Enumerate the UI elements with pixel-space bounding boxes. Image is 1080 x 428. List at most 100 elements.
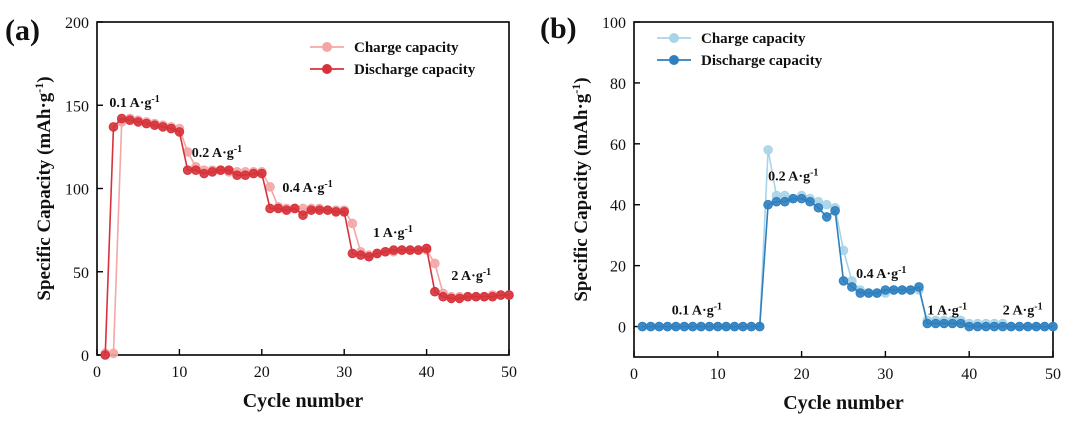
data-point-discharge [1014,321,1025,332]
x-tick-label: 0 [630,366,638,383]
data-point-discharge [322,205,333,215]
data-point-discharge [149,120,160,131]
data-point-discharge [805,196,815,207]
data-point-discharge [947,318,958,329]
legend-marker [322,42,332,52]
y-tick-label: 60 [610,137,626,154]
data-point-discharge [224,165,234,175]
data-point-discharge [108,122,119,132]
data-point-discharge [273,203,284,214]
x-axis-label: Cycle number [783,392,904,414]
data-point-discharge [388,245,399,255]
data-point-discharge [240,170,251,180]
rate-annotation-main: 0.2 A·g [192,146,234,161]
data-point-discharge [347,248,358,259]
data-point-discharge [1006,321,1016,332]
y-tick-label: 20 [610,259,626,276]
x-tick-label: 40 [961,366,977,383]
panel-a: (a) 0 10 20 30 40 50 0 50 100 150 200 Cycle number Sp… [5,14,517,412]
data-point-discharge [897,285,907,295]
data-point-discharge [191,165,201,175]
rate-annotation-main: 0.4 A·g [856,267,898,282]
data-point-discharge [729,321,740,332]
data-point-discharge [888,285,899,295]
data-point-discharge [158,122,168,132]
data-point-discharge [637,321,648,332]
data-point-discharge [116,113,127,124]
y-axis-label: Specific Capacity (mAh·g-1) [32,76,55,300]
data-point-discharge [1031,321,1042,332]
data-point-discharge [141,118,152,129]
y-axis-label-main: Specific Capacity (mAh·g [571,93,592,301]
rate-annotation: 1 A·g-1 [373,223,413,241]
rate-annotation-main: 1 A·g [927,303,959,318]
series-line-charge [642,149,1053,328]
data-point-discharge [174,127,185,137]
rate-annotation: 0.4 A·g-1 [282,178,332,196]
data-point-discharge [738,321,748,332]
rate-annotation: 0.1 A·g-1 [109,93,159,111]
data-point-discharge [248,168,259,179]
y-axis-label-tail: ) [571,77,592,83]
data-point-discharge [679,321,690,332]
data-point-discharge [372,248,382,259]
data-point-discharge [754,321,765,332]
x-axis-label: Cycle number [243,390,364,412]
y-tick-label: 50 [73,265,89,282]
data-point-discharge [939,318,949,329]
data-point-discharge [331,207,341,217]
data-point-discharge [914,282,924,292]
data-point-discharge [1048,321,1058,332]
data-point-discharge [972,321,983,332]
legend-label: Charge capacity [354,40,459,56]
data-point-discharge [713,321,723,332]
data-point-charge [763,145,773,155]
data-point-discharge [421,243,432,254]
data-point-discharge [830,206,840,216]
y-tick-label: 40 [610,198,626,215]
legend-marker [322,64,332,74]
data-point-discharge [289,203,300,214]
data-point-discharge [981,321,991,332]
x-tick-label: 0 [93,364,101,381]
data-point-discharge [654,321,664,332]
data-point-discharge [125,115,135,126]
data-point-discharge [281,205,292,215]
data-point-discharge [763,199,773,210]
data-point-discharge [964,321,975,332]
rate-annotation: 0.2 A·g-1 [192,143,242,161]
data-point-discharge [788,193,799,204]
data-point-discharge [446,293,457,304]
data-point-discharge [479,291,490,302]
data-point-discharge [265,203,275,214]
rate-annotation-sup: -1 [483,267,491,278]
data-point-discharge [166,123,176,134]
rate-annotation-main: 0.1 A·g [672,303,714,318]
data-point-discharge [215,165,226,175]
rate-annotation: 0.4 A·g-1 [856,264,906,282]
data-point-discharge [207,167,218,177]
rate-annotation-sup: -1 [714,301,722,312]
data-point-discharge [645,321,656,332]
data-point-discharge [430,286,440,297]
data-point-discharge [471,291,481,302]
data-point-discharge [364,251,374,262]
data-point-discharge [257,168,267,179]
rate-annotation: 2 A·g-1 [451,267,491,285]
series-line-charge [105,117,509,355]
y-tick-label: 0 [81,348,89,365]
panel-label: (b) [540,12,577,45]
rate-annotation-sup: -1 [405,223,413,234]
y-axis-label-sup: -1 [32,83,46,93]
rate-annotation-main: 0.4 A·g [282,181,324,196]
data-point-charge [265,182,275,192]
legend-marker [669,33,679,43]
data-point-discharge [454,293,465,304]
data-point-discharge [838,276,849,286]
data-point-discharge [863,288,874,298]
x-tick-label: 50 [501,364,517,381]
rate-annotation-sup: -1 [810,167,818,178]
data-point-discharge [405,245,415,255]
panel-b: (b) 0 10 20 30 40 50 0 20 40 60 80 100 Cycle number Sp… [540,12,1061,414]
